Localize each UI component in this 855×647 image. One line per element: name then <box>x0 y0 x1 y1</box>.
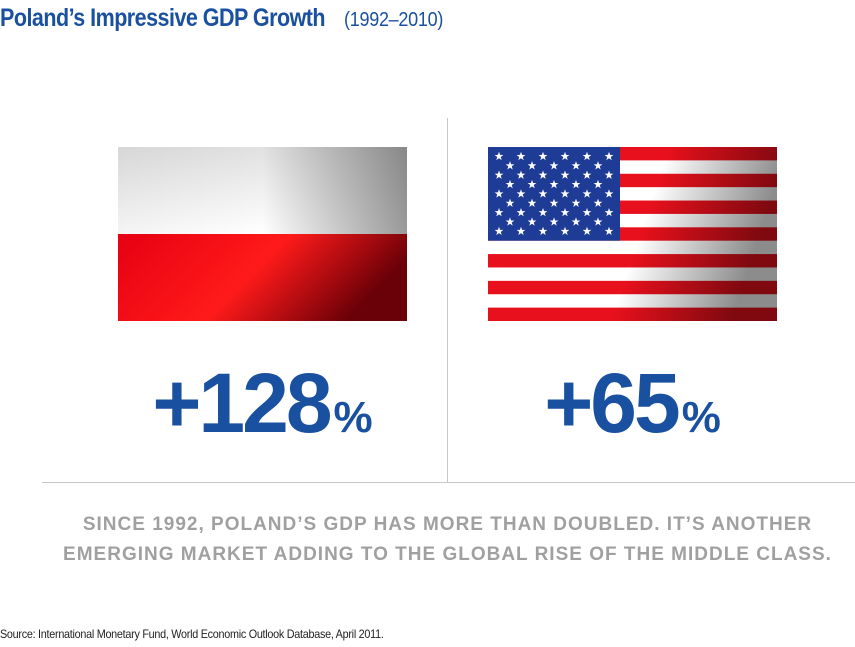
title-main: Poland’s Impressive GDP Growth <box>0 4 326 32</box>
poland-flag <box>118 147 407 321</box>
horizontal-divider <box>42 482 855 483</box>
caption-line-1: SINCE 1992, POLAND’S GDP HAS MORE THAN D… <box>82 514 813 535</box>
usa-growth-value: +65 <box>544 356 680 450</box>
vertical-divider <box>447 118 448 482</box>
usa-growth-stat: +65% <box>490 355 775 452</box>
poland-growth-unit: % <box>333 393 373 442</box>
title-years: (1992–2010) <box>344 9 444 31</box>
caption-line-2: EMERGING MARKET ADDING TO THE GLOBAL RIS… <box>63 544 832 565</box>
usa-flag <box>488 147 777 321</box>
usa-growth-unit: % <box>681 393 721 442</box>
summary-caption: SINCE 1992, POLAND’S GDP HAS MORE THAN D… <box>40 510 855 570</box>
poland-growth-stat: +128% <box>120 355 405 452</box>
poland-growth-value: +128 <box>152 356 332 450</box>
source-note: Source: International Monetary Fund, Wor… <box>0 627 384 641</box>
page-title: Poland’s Impressive GDP Growth (1992–201… <box>0 4 455 33</box>
